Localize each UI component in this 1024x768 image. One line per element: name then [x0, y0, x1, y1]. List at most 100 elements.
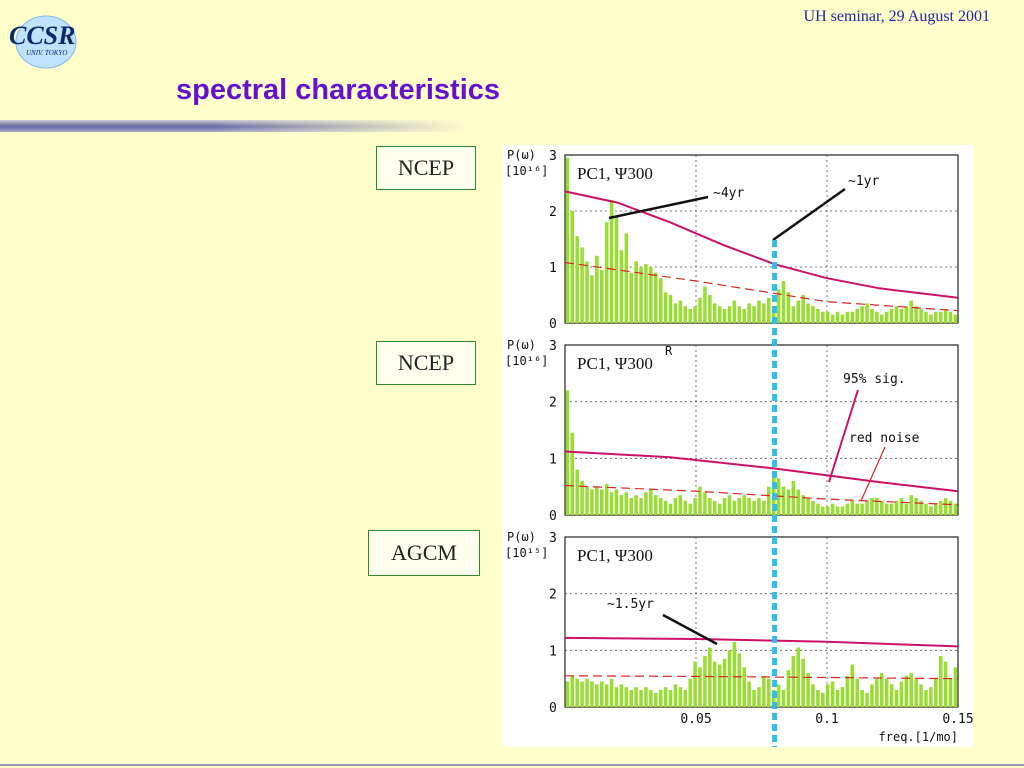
spectrum-bar — [752, 690, 756, 707]
spectrum-bar — [722, 309, 727, 323]
spectrum-bar — [634, 261, 638, 323]
spectrum-bar — [830, 314, 835, 323]
ccsr-logo: CCSR UNIV. TOKYO — [6, 8, 86, 70]
spectrum-bar — [929, 687, 933, 707]
y-tick-label: 2 — [549, 205, 557, 220]
spectrum-bar — [816, 690, 820, 707]
spectrum-bar — [845, 675, 850, 707]
spectrum-bar — [727, 495, 732, 515]
spectrum-bar — [727, 650, 732, 707]
spectrum-figure-svg: 0 1 2 3 P(ω) [10¹⁶] PC1, Ψ300 0 1 2 3 P(ω) [10¹⁶] PC1… — [505, 148, 974, 747]
spectrum-bar — [619, 495, 624, 515]
spectrum-bar — [629, 272, 633, 323]
spectrum-bar — [919, 684, 923, 707]
spectrum-bar — [668, 503, 673, 515]
spectrum-bar — [639, 690, 643, 707]
spectrum-bar — [644, 687, 648, 707]
spectrum-bar — [811, 684, 815, 707]
spectrum-bar — [747, 498, 751, 515]
spectrum-bar — [894, 306, 899, 323]
spectrum-bar — [953, 667, 958, 707]
spectrum-bar — [909, 495, 914, 515]
spectrum-bar — [712, 303, 717, 323]
spectrum-bar — [919, 500, 923, 515]
y-tick-label: 3 — [549, 339, 557, 354]
spectrum-bar — [791, 481, 796, 515]
spectrum-bar — [943, 498, 948, 515]
spectrum-bar — [698, 486, 702, 515]
spectrum-bar — [825, 506, 830, 515]
spectrum-panel-1: 0 1 2 3 P(ω) [10¹⁶] PC1, Ψ300 — [505, 148, 959, 332]
spectrum-bar — [683, 690, 688, 707]
y-tick-label: 2 — [549, 588, 557, 603]
spectrum-bar — [737, 498, 742, 515]
spectrum-bar — [732, 500, 737, 515]
spectrum-bar — [850, 664, 855, 707]
spectrum-bar — [619, 684, 624, 707]
annotation-95-sig: 95% sig. — [843, 372, 906, 387]
y-axis-unit: [10¹⁶] — [505, 354, 548, 368]
logo-text: CCSR — [9, 21, 76, 50]
spectrum-bar — [909, 673, 914, 707]
spectrum-bar — [840, 314, 845, 323]
spectrum-bar — [806, 673, 810, 707]
spectrum-bar — [649, 267, 653, 323]
spectrum-bar — [924, 690, 928, 707]
spectrum-bar — [609, 492, 614, 515]
annotation-pointer — [772, 187, 846, 242]
spectrum-bar — [722, 658, 727, 707]
spectrum-bar — [865, 500, 869, 515]
spectrum-bar — [850, 500, 855, 515]
annotation-pointer — [860, 446, 886, 502]
spectrum-bar — [934, 678, 938, 707]
spectrum-bar — [752, 306, 756, 323]
spectrum-bar — [585, 678, 589, 707]
spectrum-bar — [663, 500, 668, 515]
spectrum-panel-3: 0 1 2 3 P(ω) [10¹⁵] PC1, Ψ300 0.05 0.1 0.15 freq.[… — [505, 530, 974, 744]
spectrum-bar — [943, 309, 948, 323]
panel-title-superscript: R — [665, 344, 673, 358]
spectrum-bar — [599, 269, 604, 323]
y-tick-label: 3 — [549, 149, 557, 164]
red-noise-line — [564, 261, 959, 312]
spectrum-bar — [811, 306, 815, 323]
spectrum-bar — [668, 690, 673, 707]
spectrum-bar — [767, 678, 771, 707]
spectrum-bar — [929, 314, 933, 323]
spectrum-bar — [938, 500, 943, 515]
spectrum-bar — [762, 675, 766, 707]
spectrum-bar — [899, 498, 904, 515]
spectrum-bar — [712, 661, 717, 707]
y-tick-label: 1 — [549, 452, 557, 467]
spectrum-bar — [904, 306, 909, 323]
spectrum-bar — [565, 390, 570, 515]
spectrum-bar — [835, 690, 840, 707]
spectrum-bar — [767, 486, 771, 515]
spectrum-bar — [654, 272, 658, 323]
spectrum-bar — [953, 503, 958, 515]
spectrum-bar — [924, 311, 928, 323]
spectrum-bar — [791, 306, 796, 323]
spectrum-bar — [830, 503, 835, 515]
spectrum-bar — [649, 489, 653, 515]
spectrum-bar — [604, 684, 609, 707]
spectrum-bar — [654, 692, 658, 707]
spectrum-bar — [673, 498, 678, 515]
spectrum-bar — [649, 690, 653, 707]
spectrum-bar — [698, 297, 702, 323]
spectrum-bar — [747, 681, 751, 707]
spectrum-bar — [595, 486, 599, 515]
spectrum-bar — [595, 255, 599, 323]
spectrum-bar — [786, 670, 791, 707]
spectrum-bar — [678, 687, 683, 707]
spectrum-bar — [811, 500, 815, 515]
spectrum-bar — [585, 486, 589, 515]
spectrum-bar — [806, 303, 810, 323]
spectrum-bar — [604, 222, 609, 323]
spectrum-bar — [722, 498, 727, 515]
spectrum-bar — [929, 506, 933, 515]
spectrum-bar — [629, 690, 633, 707]
spectrum-bar — [934, 311, 938, 323]
label-agcm: AGCM — [368, 530, 480, 576]
significance-curve — [564, 636, 959, 648]
